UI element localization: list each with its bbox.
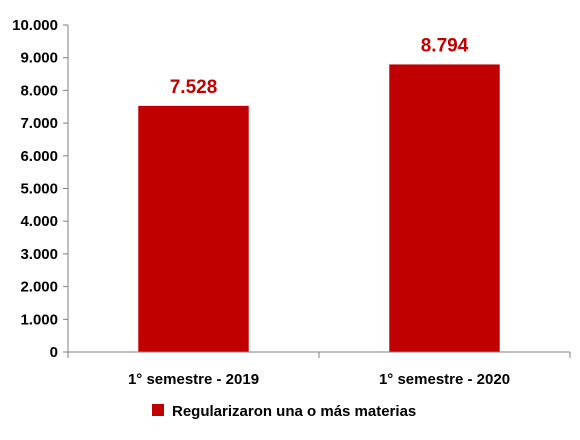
data-label: 8.794 <box>421 35 469 56</box>
y-tick-label: 3.000 <box>20 246 58 263</box>
bars: 7.528 8.794 <box>138 35 500 352</box>
legend-swatch <box>152 404 164 416</box>
bar <box>389 64 500 352</box>
y-tick-label: 2.000 <box>20 279 58 296</box>
y-tick-label: 0 <box>50 344 58 361</box>
x-category-label: 1° semestre - 2019 <box>128 371 259 388</box>
y-axis: 0 1.000 2.000 3.000 4.000 5.000 6.000 7.000 8.00… <box>12 17 69 361</box>
y-tick-label: 8.000 <box>20 82 58 99</box>
y-tick-label: 10.000 <box>12 17 58 34</box>
x-axis: 1° semestre - 2019 1° semestre - 2020 <box>67 351 571 388</box>
y-tick-label: 4.000 <box>20 213 58 230</box>
y-tick-label: 7.000 <box>20 115 58 132</box>
legend: Regularizaron una o más materias <box>152 403 416 420</box>
y-tick-label: 9.000 <box>20 50 58 67</box>
legend-label: Regularizaron una o más materias <box>172 403 416 420</box>
x-category-label: 1° semestre - 2020 <box>379 371 510 388</box>
y-tick-label: 6.000 <box>20 148 58 165</box>
bar <box>138 105 249 352</box>
y-tick-label: 5.000 <box>20 181 58 198</box>
y-tick-label: 1.000 <box>20 311 58 328</box>
data-label: 7.528 <box>170 77 218 98</box>
